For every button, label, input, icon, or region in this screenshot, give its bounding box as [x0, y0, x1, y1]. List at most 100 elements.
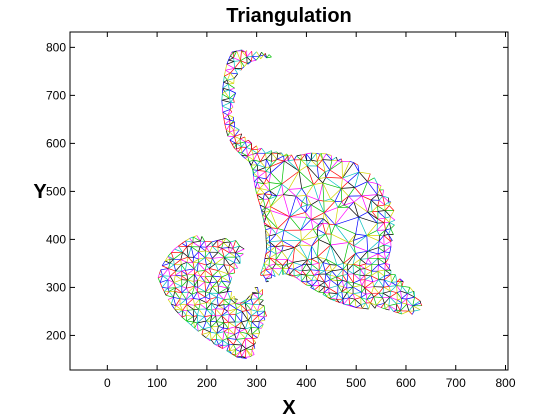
mesh-edge [170, 297, 174, 305]
mesh-edge [342, 299, 345, 305]
mesh-edge [265, 277, 272, 280]
mesh-edge [306, 195, 319, 201]
mesh-edge [190, 246, 194, 258]
mesh-edge [317, 279, 325, 283]
mesh-edge [393, 311, 398, 314]
mesh-edge [204, 250, 206, 258]
mesh-edge [209, 315, 213, 322]
mesh-edge [407, 293, 415, 298]
mesh-edge [204, 281, 210, 284]
mesh-edge [253, 344, 256, 349]
mesh-edge [352, 282, 354, 288]
mesh-edge [283, 155, 289, 162]
mesh-edge [193, 321, 195, 329]
mesh-edge [377, 247, 379, 254]
mesh-edge [167, 255, 174, 260]
mesh-edge [300, 159, 308, 167]
mesh-edge [229, 55, 234, 59]
mesh-edge [239, 344, 243, 352]
mesh-edge [266, 281, 269, 283]
mesh-edge [324, 279, 331, 283]
mesh-edge [236, 146, 242, 150]
mesh-edge [366, 235, 380, 242]
mesh-edge [341, 275, 344, 281]
mesh-edge [383, 235, 391, 242]
mesh-edge [317, 233, 326, 237]
mesh-edge [314, 289, 320, 293]
mesh-edge [329, 161, 343, 171]
mesh-edge [378, 275, 385, 280]
mesh-edge [241, 355, 246, 358]
mesh-edge [162, 287, 169, 289]
mesh-edge [377, 205, 386, 211]
mesh-edge [232, 248, 236, 254]
mesh-edge [271, 274, 276, 277]
mesh-edge [265, 150, 272, 154]
mesh-edge [306, 184, 314, 196]
mesh-edge [246, 309, 252, 311]
mesh-edge [384, 274, 391, 277]
mesh-edge [326, 292, 330, 298]
mesh-edge [388, 303, 397, 307]
mesh-edge [212, 246, 219, 253]
mesh-edge [166, 295, 174, 298]
mesh-edge [203, 328, 211, 333]
mesh-edge [234, 314, 237, 323]
mesh-edge [239, 138, 246, 143]
mesh-edge [265, 250, 271, 255]
mesh-edge [324, 274, 327, 283]
mesh-edge [266, 158, 272, 162]
mesh-edge [389, 205, 395, 211]
mesh-edge [305, 204, 308, 213]
mesh-edge [289, 274, 295, 277]
mesh-edge [293, 155, 297, 161]
mesh-edge [236, 143, 242, 148]
mesh-edge [241, 321, 246, 330]
mesh-edge [360, 250, 368, 260]
mesh-edge [253, 159, 261, 162]
mesh-edge [241, 141, 246, 148]
mesh-edge [244, 302, 247, 311]
mesh-edge [192, 257, 194, 263]
mesh-edge [206, 298, 211, 303]
mesh-edge [206, 303, 212, 310]
mesh-edge [229, 344, 234, 352]
mesh-edge [180, 259, 188, 263]
mesh-edge [313, 273, 319, 276]
mesh-edge [252, 152, 258, 155]
mesh-edge [366, 299, 371, 304]
mesh-edge [229, 298, 231, 305]
mesh-edge [221, 100, 223, 107]
mesh-edge [377, 210, 386, 212]
mesh-edge [389, 296, 397, 305]
mesh-edge [239, 351, 242, 357]
mesh-edge [215, 256, 225, 265]
mesh-edge [222, 102, 231, 107]
chart-title: Triangulation [226, 5, 352, 27]
mesh-edge [193, 309, 198, 316]
mesh-edge [266, 248, 271, 252]
mesh-edge [228, 332, 235, 335]
mesh-edge [234, 126, 240, 131]
y-tick-label: 500 [46, 184, 66, 198]
mesh-edge [288, 159, 295, 162]
mesh-edge [222, 109, 231, 113]
mesh-edge [311, 258, 320, 264]
mesh-edge [186, 304, 195, 310]
mesh-edge [210, 296, 218, 304]
x-tick-label: 100 [147, 376, 167, 390]
mesh-edge [204, 241, 207, 248]
mesh-edge [295, 188, 302, 197]
mesh-edge [337, 293, 344, 300]
mesh-edge [233, 130, 235, 137]
mesh-edge [234, 298, 236, 304]
mesh-edge [374, 177, 378, 184]
mesh-edge [236, 338, 246, 340]
mesh-edge [292, 247, 295, 263]
mesh-edge [330, 297, 337, 300]
mesh-edge [264, 182, 270, 185]
mesh-edge [235, 256, 241, 264]
mesh-edge [198, 250, 206, 253]
mesh-edge [222, 337, 228, 341]
mesh-edge [347, 253, 356, 265]
